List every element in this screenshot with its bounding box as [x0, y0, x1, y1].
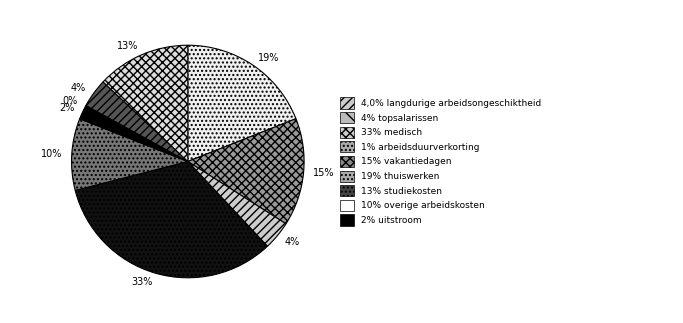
Text: 19%: 19% [258, 53, 280, 63]
Text: 2%: 2% [59, 103, 74, 113]
Text: 13%: 13% [117, 41, 138, 51]
Text: 15%: 15% [313, 168, 335, 178]
Text: 0%: 0% [63, 96, 78, 106]
Legend: 4,0% langdurige arbeidsongeschiktheid, 4% topsalarissen, 33% medisch, 1% arbeids: 4,0% langdurige arbeidsongeschiktheid, 4… [337, 95, 544, 228]
Wedge shape [86, 106, 188, 162]
Wedge shape [188, 162, 286, 246]
Wedge shape [72, 119, 188, 191]
Text: 4%: 4% [71, 83, 86, 93]
Text: 4%: 4% [285, 236, 300, 246]
Wedge shape [188, 119, 304, 224]
Wedge shape [188, 45, 296, 162]
Wedge shape [75, 162, 268, 278]
Text: 33%: 33% [131, 277, 153, 287]
Text: 10%: 10% [41, 149, 62, 159]
Wedge shape [80, 106, 188, 162]
Wedge shape [86, 82, 188, 162]
Wedge shape [103, 45, 188, 162]
